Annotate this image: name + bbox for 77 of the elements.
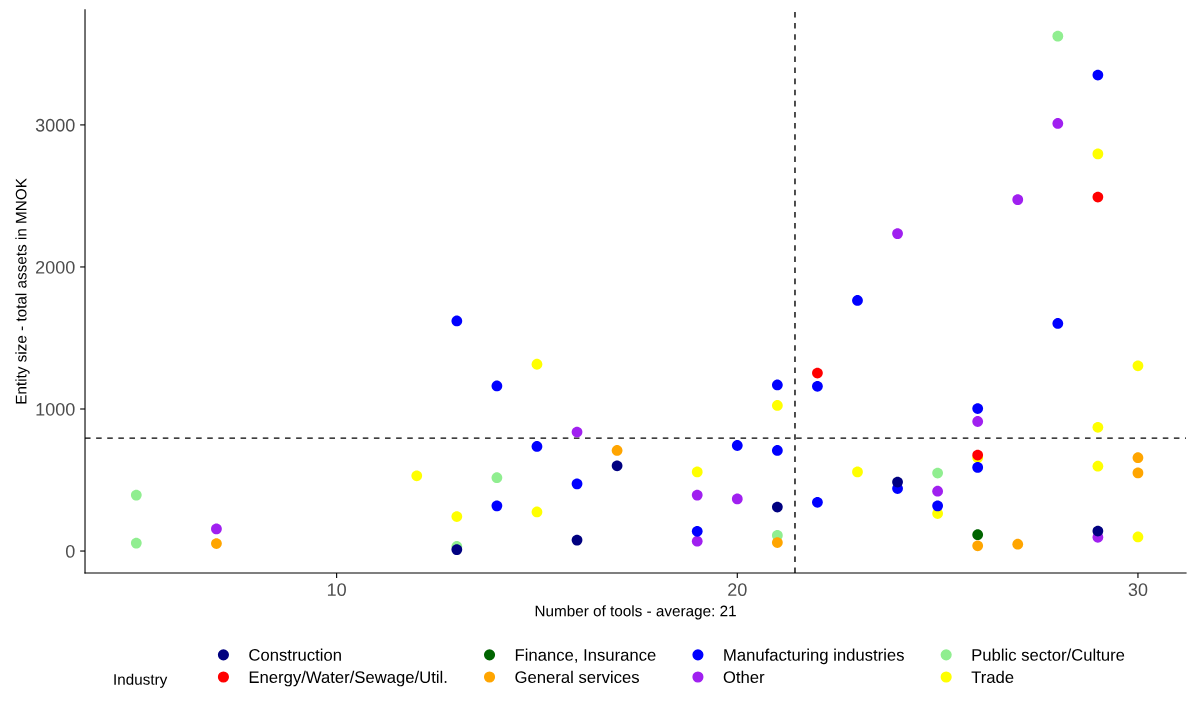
legend-label: General services: [515, 670, 639, 684]
x-axis-title: Number of tools - average: 21: [535, 605, 736, 620]
point: [1012, 194, 1024, 205]
point: [771, 400, 783, 411]
legend-label: Other: [723, 670, 765, 684]
point: [1092, 191, 1104, 203]
point: [771, 501, 783, 513]
point: [771, 379, 783, 391]
legend-label: Public sector/Culture: [972, 648, 1125, 661]
point: [932, 500, 943, 512]
point: [531, 506, 543, 518]
point: [491, 380, 503, 392]
legend-label: Energy/Water/Sewage/Util.: [249, 670, 447, 687]
point: [611, 445, 623, 456]
point: [972, 416, 984, 427]
y-tick-label: 2000: [36, 260, 75, 274]
point: [972, 462, 984, 473]
point: [812, 496, 823, 508]
point: [1092, 525, 1104, 537]
point: [611, 460, 623, 472]
point: [451, 511, 463, 522]
point: [892, 476, 903, 488]
point: [571, 534, 583, 546]
point: [531, 441, 543, 452]
point: [211, 538, 222, 549]
point: [812, 367, 823, 379]
y-tick-label: 1000: [36, 402, 75, 416]
y-tick-label: 0: [65, 544, 75, 558]
point: [130, 537, 142, 549]
y-axis-title: Entity size - total assets in MNOK: [15, 178, 30, 404]
point: [491, 500, 503, 512]
point: [771, 445, 783, 456]
legend-label: Trade: [971, 670, 1014, 684]
point: [571, 426, 583, 438]
point: [731, 493, 743, 505]
point: [1132, 360, 1144, 372]
point: [691, 466, 703, 478]
y-tick-label: 3000: [35, 118, 75, 132]
point: [852, 466, 863, 478]
point: [972, 540, 984, 552]
point: [691, 535, 703, 547]
point: [691, 489, 703, 501]
point: [1052, 118, 1064, 129]
x-tick-label: 10: [327, 583, 346, 597]
point: [932, 467, 943, 479]
x-tick-label: 20: [728, 583, 747, 597]
point: [211, 523, 222, 535]
point: [852, 295, 863, 306]
legend-label: Construction: [249, 648, 341, 661]
x-tick-label: 30: [1128, 583, 1148, 597]
point: [892, 228, 903, 239]
point: [812, 380, 823, 392]
point: [972, 403, 984, 414]
point: [531, 358, 543, 370]
point: [1052, 318, 1064, 329]
legend-label: Finance, Insurance: [515, 648, 656, 663]
point: [1092, 421, 1104, 433]
point: [731, 440, 743, 451]
point: [571, 478, 583, 490]
point: [1012, 538, 1024, 550]
point: [1132, 467, 1144, 479]
point: [451, 315, 463, 327]
point: [691, 525, 703, 537]
point: [1092, 460, 1104, 472]
legend-label: Manufacturing industries: [724, 648, 904, 665]
point: [972, 529, 984, 541]
point: [130, 489, 142, 501]
point: [1092, 69, 1104, 81]
point: [1052, 30, 1064, 42]
point: [491, 472, 503, 484]
point: [1092, 148, 1104, 160]
point: [1132, 531, 1144, 543]
point: [771, 537, 783, 548]
point: [932, 485, 943, 497]
point: [1132, 452, 1144, 464]
legend-title: Industry: [114, 673, 168, 688]
point: [411, 470, 423, 482]
